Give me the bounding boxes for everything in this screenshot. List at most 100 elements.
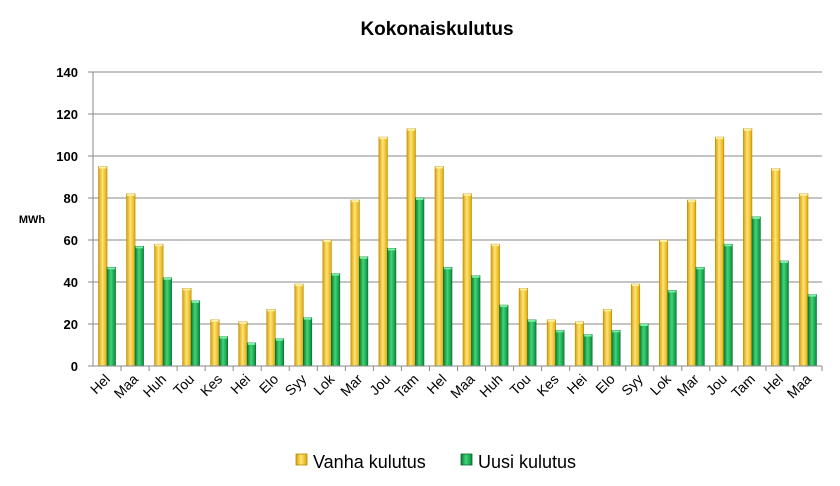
y-tick-label: 20 <box>64 317 78 332</box>
x-tick-label: Lok <box>310 370 338 398</box>
bar-vanha <box>602 308 613 367</box>
x-tick-label: Maa <box>784 371 815 402</box>
y-tick-label: 120 <box>56 107 78 122</box>
legend-swatch-uusi <box>460 453 473 466</box>
x-tick-label: Syy <box>618 371 646 399</box>
bar-cap <box>135 246 144 249</box>
bar-cap <box>127 193 135 196</box>
bar-vanha <box>687 199 697 367</box>
bar-cap <box>659 240 668 242</box>
x-tick-label: Lok <box>647 370 675 398</box>
bar-vanha <box>238 321 248 367</box>
bar-vanha <box>658 239 669 367</box>
bar-cap <box>687 200 696 203</box>
bar-uusi <box>218 336 228 367</box>
bar-cap <box>379 137 387 140</box>
bar-vanha <box>462 193 472 367</box>
bar-cap <box>752 216 760 219</box>
bar-cap <box>668 290 676 293</box>
bar-cap <box>211 319 219 322</box>
bar-cap <box>107 267 116 270</box>
bar-vanha <box>182 287 192 367</box>
bar-cap <box>715 137 724 140</box>
bar-cap <box>584 334 592 337</box>
bar-cap <box>640 324 648 326</box>
bar-vanha <box>154 243 164 367</box>
x-tick-label: Elo <box>256 371 282 397</box>
x-tick-label: Mar <box>674 371 703 400</box>
chart-title: Kokonaiskulutus <box>360 19 513 40</box>
bar-cap <box>696 267 704 270</box>
bar-cap <box>528 319 536 322</box>
bar-vanha <box>546 319 556 367</box>
bar-vanha <box>126 193 136 367</box>
bar-vanha <box>715 136 725 367</box>
bar-uusi <box>302 317 313 367</box>
bar-vanha <box>322 239 332 367</box>
bar-uusi <box>246 342 257 367</box>
bar-cap <box>771 168 780 171</box>
x-tick-label: Maa <box>111 371 142 402</box>
bar-cap <box>472 275 480 278</box>
bar-uusi <box>499 304 509 367</box>
bar-uusi <box>274 338 285 367</box>
bar-uusi <box>387 248 397 367</box>
bar-uusi <box>695 266 705 367</box>
y-tick-label: 100 <box>56 149 78 164</box>
legend: Vanha kulutus Uusi kulutus <box>295 452 576 472</box>
bar-cap <box>491 244 500 247</box>
bar-cap <box>519 288 528 291</box>
bar-vanha <box>518 287 528 367</box>
bar-vanha <box>266 308 276 367</box>
y-tick-label: 40 <box>64 275 78 290</box>
x-tick-label: Kes <box>533 371 561 399</box>
bar-uusi <box>471 275 481 367</box>
x-tick-label: Elo <box>592 371 618 397</box>
bar-uusi <box>779 260 789 367</box>
bar-cap <box>575 321 584 324</box>
bar-cap <box>99 166 107 169</box>
bar-cap <box>435 166 443 169</box>
bar-vanha <box>210 319 220 367</box>
bar-vanha <box>294 283 304 367</box>
bar-vanha <box>434 166 444 367</box>
bar-uusi <box>583 334 593 367</box>
bar-uusi <box>751 216 761 367</box>
bar-uusi <box>555 329 565 367</box>
bar-vanha <box>574 321 584 367</box>
bar-cap <box>267 309 275 312</box>
bar-cap <box>631 284 640 287</box>
y-tick-label: 0 <box>71 359 78 374</box>
x-tick-label: Mar <box>337 371 366 400</box>
bar-vanha <box>799 193 809 367</box>
bar-cap <box>743 128 752 131</box>
bar-cap <box>219 336 228 339</box>
x-tick-label: Hel <box>760 371 786 397</box>
bar-uusi <box>611 329 621 367</box>
bar-cap <box>500 305 508 308</box>
bar-uusi <box>527 319 537 367</box>
y-tick-label: 140 <box>56 65 78 80</box>
legend-label-vanha: Vanha kulutus <box>313 452 426 472</box>
x-tick-label: Maa <box>447 371 478 402</box>
bar-cap <box>443 267 452 270</box>
legend-label-uusi: Uusi kulutus <box>478 452 576 472</box>
bar-cap <box>183 288 191 291</box>
bar-vanha <box>406 128 416 367</box>
bar-uusi <box>331 273 341 367</box>
bar-cap <box>415 198 424 200</box>
bar-uusi <box>162 277 172 367</box>
x-tick-label: Hel <box>423 371 449 397</box>
axes <box>92 72 822 367</box>
x-tick-label: Syy <box>282 371 310 399</box>
bar-uusi <box>106 266 116 367</box>
bar-cap <box>612 330 620 333</box>
bar-uusi <box>134 246 144 367</box>
gridlines <box>93 71 822 325</box>
bar-vanha <box>378 136 388 367</box>
bar-vanha <box>771 168 781 367</box>
bar-cap <box>603 309 612 312</box>
y-axis-ticks: 0 20 40 60 80 100 120 140 <box>56 65 93 374</box>
x-tick-label: Hei <box>564 371 590 397</box>
